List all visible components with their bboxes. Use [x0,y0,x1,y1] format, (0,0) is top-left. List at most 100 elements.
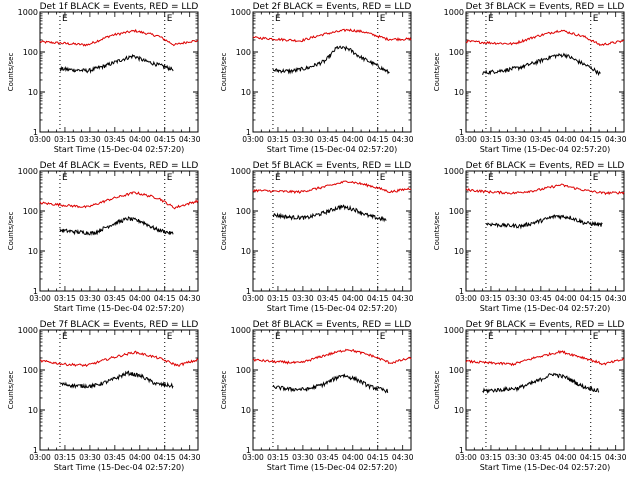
y-tick-label: 100 [449,366,464,375]
x-tick-label: 04:00 [129,453,151,462]
lld-rate-line [252,348,412,365]
y-tick-label: 100 [23,48,38,57]
x-tick-label: 03:30 [79,294,101,303]
detector-panel-5: Det 5f BLACK = Events, RED = LLD Counts/s… [220,161,414,313]
event-rate-line [59,216,174,236]
y-tick-label: 10 [454,247,464,256]
x-tick-label: 04:00 [555,294,577,303]
y-axis-label: Counts/sec [7,53,15,92]
event-marker-label: E [593,14,599,24]
detector-panel-8: Det 8f BLACK = Events, RED = LLD Counts/s… [220,320,414,472]
y-tick-label: 1000 [231,8,251,17]
lld-rate-line [39,350,199,368]
y-tick-label: 10 [241,406,251,415]
y-tick-label: 10 [241,247,251,256]
lld-rate-line [252,180,412,195]
plot-frame [39,170,199,292]
x-tick-label: 04:30 [392,135,414,144]
plot-frame [465,170,625,292]
y-tick-label: 1 [33,446,38,455]
x-tick-label: 04:00 [555,135,577,144]
x-tick-label: 04:15 [154,453,176,462]
y-tick-label: 1000 [231,326,251,335]
y-axis-label: Counts/sec [220,212,228,251]
panel-title: Det 4f BLACK = Events, RED = LLD [40,161,199,171]
event-marker-label: E [380,332,386,342]
x-axis-label: Start Time (15-Dec-04 02:57:20) [267,145,398,154]
plot-frame [465,329,625,451]
y-tick-label: 1 [459,287,464,296]
detector-panel-3: Det 3f BLACK = Events, RED = LLD Counts/s… [433,2,627,154]
y-tick-label: 1000 [444,167,464,176]
y-tick-label: 1000 [18,167,38,176]
detector-panel-2: Det 2f BLACK = Events, RED = LLD Counts/s… [220,2,414,154]
x-tick-label: 04:30 [392,294,414,303]
lld-rate-line [39,28,199,47]
y-axis-label: Counts/sec [220,371,228,410]
x-tick-label: 04:30 [392,453,414,462]
x-tick-label: 03:15 [54,453,76,462]
panel-title: Det 3f BLACK = Events, RED = LLD [466,2,625,12]
event-rate-line [485,214,603,230]
y-tick-label: 10 [28,406,38,415]
y-tick-label: 10 [241,88,251,97]
x-tick-label: 03:15 [480,294,502,303]
x-tick-label: 03:45 [530,135,552,144]
event-marker-label: E [275,14,281,24]
event-marker-label: E [488,173,494,183]
event-rate-line [272,373,389,394]
x-tick-label: 04:00 [342,453,364,462]
y-axis-label: Counts/sec [7,371,15,410]
y-tick-label: 100 [236,366,251,375]
x-tick-label: 03:00 [242,135,264,144]
y-tick-label: 1 [459,128,464,137]
y-tick-label: 1000 [444,326,464,335]
x-tick-label: 03:45 [317,135,339,144]
lld-rate-line [465,29,624,47]
x-tick-label: 03:30 [79,453,101,462]
y-axis-label: Counts/sec [433,371,441,410]
x-tick-label: 04:15 [367,453,389,462]
y-axis-label: Counts/sec [220,53,228,92]
x-tick-label: 04:00 [129,135,151,144]
plot-frame [39,11,199,133]
x-tick-label: 04:15 [367,135,389,144]
detector-panel-9: Det 9f BLACK = Events, RED = LLD Counts/s… [433,320,627,472]
event-rate-line [272,204,387,223]
panel-title: Det 5f BLACK = Events, RED = LLD [253,161,412,171]
y-axis-label: Counts/sec [433,53,441,92]
x-tick-label: 04:00 [342,294,364,303]
x-tick-label: 03:00 [29,453,51,462]
x-tick-label: 03:00 [29,294,51,303]
x-tick-label: 03:30 [292,294,314,303]
x-tick-label: 03:45 [317,453,339,462]
panel-title: Det 2f BLACK = Events, RED = LLD [253,2,412,12]
event-marker-label: E [488,14,494,24]
event-marker-label: E [62,173,68,183]
x-tick-label: 03:45 [317,294,339,303]
y-tick-label: 100 [449,207,464,216]
event-marker-label: E [275,332,281,342]
x-tick-label: 03:15 [480,135,502,144]
y-tick-label: 100 [236,207,251,216]
x-axis-label: Start Time (15-Dec-04 02:57:20) [267,463,398,472]
y-tick-label: 10 [454,88,464,97]
y-tick-label: 10 [454,406,464,415]
x-axis-label: Start Time (15-Dec-04 02:57:20) [480,304,611,313]
detector-panel-7: Det 7f BLACK = Events, RED = LLD Counts/s… [7,320,201,472]
y-tick-label: 1 [246,287,251,296]
y-tick-label: 1000 [18,8,38,17]
x-tick-label: 04:15 [580,453,602,462]
y-tick-label: 1 [246,446,251,455]
x-tick-label: 03:15 [54,135,76,144]
x-tick-label: 03:00 [455,294,477,303]
x-tick-label: 03:45 [104,294,126,303]
x-tick-label: 03:45 [104,135,126,144]
plot-frame [252,11,412,133]
y-tick-label: 1 [33,128,38,137]
y-tick-label: 1000 [18,326,38,335]
plot-frame [39,329,199,451]
event-marker-label: E [593,332,599,342]
panel-title: Det 8f BLACK = Events, RED = LLD [253,320,412,330]
